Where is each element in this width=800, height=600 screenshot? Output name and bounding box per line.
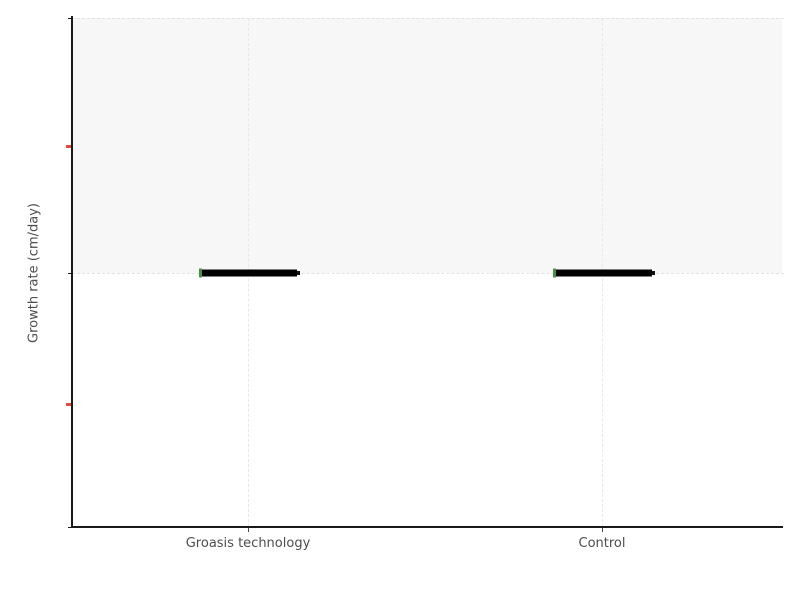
x-tick-label-control: Control (578, 536, 626, 551)
data-mark-tip-groasis-technology (297, 271, 300, 275)
x-tick-control (602, 527, 603, 532)
x-tick-label-groasis-technology: Groasis technology (185, 536, 311, 551)
gridline-y-0 (72, 273, 784, 274)
data-mark-control (556, 269, 652, 277)
y-minor-tick-minus-0point5 (66, 403, 71, 406)
y-minor-tick-0point5 (66, 145, 71, 148)
data-mark-groasis-technology (202, 269, 297, 277)
y-axis-title: Growth rate (cm/day) (26, 203, 42, 343)
data-mark-tip-control (652, 271, 655, 275)
x-axis-line (71, 526, 783, 528)
y-tick-1 (68, 18, 73, 19)
y-tick-minus-1 (68, 527, 73, 528)
data-mark-cap-groasis-technology (199, 268, 202, 278)
plot-area: 1 0 -1 Groasis technology Control (66, 18, 784, 551)
data-mark-cap-control (553, 268, 556, 278)
gridline-y-1 (72, 18, 784, 19)
shaded-band-region (72, 18, 782, 273)
x-tick-groasis-technology (248, 527, 249, 532)
y-tick-0 (68, 273, 73, 274)
y-axis-line (71, 16, 73, 528)
